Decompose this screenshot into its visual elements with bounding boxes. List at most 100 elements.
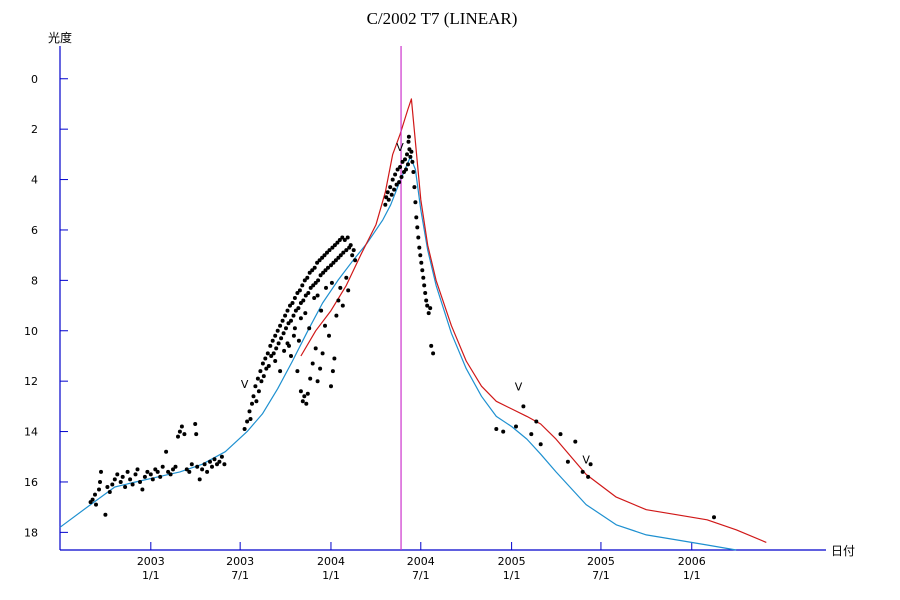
observation-point <box>428 306 433 311</box>
y-tick-label: 6 <box>31 224 38 237</box>
observation-point <box>285 308 290 313</box>
observation-point <box>573 439 578 444</box>
observation-point <box>256 389 261 394</box>
observation-point <box>417 245 422 250</box>
observation-point <box>312 265 317 270</box>
y-tick-label: 8 <box>31 274 38 287</box>
observation-point <box>336 255 341 260</box>
observation-point <box>286 321 291 326</box>
observation-point <box>311 283 316 288</box>
observation-point <box>301 298 306 303</box>
x-axis-label: 日付 <box>831 544 855 558</box>
observation-point <box>142 474 147 479</box>
observation-point <box>300 399 305 404</box>
y-axis-label: 光度 <box>48 30 72 45</box>
observation-point <box>289 354 293 358</box>
observation-point <box>103 512 108 517</box>
observation-point <box>340 235 345 240</box>
observation-point <box>295 369 300 374</box>
x-tick-label-year: 2006 <box>678 555 706 568</box>
observation-point <box>344 248 349 253</box>
observation-point <box>260 361 265 366</box>
observation-point <box>242 427 247 431</box>
observation-point <box>93 492 97 497</box>
observation-point <box>263 356 268 361</box>
observation-point <box>324 285 328 290</box>
observation-point <box>305 391 310 396</box>
observation-point <box>281 331 286 336</box>
visual-obs-annotation: V <box>582 453 590 466</box>
observation-point <box>282 348 287 353</box>
observation-point <box>287 343 291 348</box>
observation-point <box>320 351 325 356</box>
observation-point <box>340 303 345 308</box>
observation-point <box>393 172 398 177</box>
observation-point <box>341 250 346 255</box>
observation-point <box>202 462 207 467</box>
observation-point <box>268 343 273 348</box>
observation-point <box>105 485 110 489</box>
observation-point <box>422 283 427 288</box>
observation-point <box>145 469 150 474</box>
observation-point <box>331 260 336 265</box>
observation-point <box>330 369 335 374</box>
annotations-group: V V V V <box>241 141 591 466</box>
observation-point <box>200 467 205 472</box>
observation-point <box>308 376 313 381</box>
observation-point <box>529 432 534 437</box>
observation-point <box>353 258 358 263</box>
observation-point <box>278 369 283 374</box>
observation-point <box>426 311 431 316</box>
observation-point <box>274 346 279 351</box>
observation-point <box>386 197 391 202</box>
observation-point <box>501 429 506 434</box>
x-tick-label-date: 7/1 <box>412 569 430 582</box>
observation-point <box>296 338 301 343</box>
observation-point <box>210 464 214 469</box>
observation-point <box>97 487 101 492</box>
observation-point <box>112 477 117 482</box>
observation-point <box>247 409 252 414</box>
observation-point <box>110 482 115 487</box>
observation-point <box>348 243 353 248</box>
observation-point <box>404 167 408 172</box>
x-tick-label-year: 2004 <box>407 555 435 568</box>
observation-point <box>350 253 355 258</box>
observation-point <box>212 457 217 462</box>
observation-point <box>279 336 284 341</box>
observation-point <box>558 432 563 437</box>
observation-point <box>264 366 269 371</box>
observation-point <box>424 298 429 303</box>
observation-point <box>288 303 292 308</box>
y-tick-label: 16 <box>24 476 38 489</box>
observation-point <box>420 268 425 273</box>
x-tick-label-year: 2003 <box>226 555 254 568</box>
observation-point <box>345 235 350 240</box>
model-curve-2 <box>300 98 767 543</box>
observation-point <box>160 464 165 469</box>
observation-point <box>423 291 428 295</box>
observation-point <box>406 139 411 144</box>
observation-point <box>351 248 356 253</box>
observation-point <box>197 477 202 482</box>
observation-point <box>414 215 419 220</box>
y-tick-label: 0 <box>31 73 38 86</box>
observation-point <box>320 255 325 260</box>
observation-point <box>303 293 308 298</box>
observation-point <box>384 195 389 200</box>
visual-obs-annotation: V <box>515 380 523 393</box>
observation-point <box>265 351 270 356</box>
observation-point <box>406 134 411 139</box>
x-tick-label-date: 1/1 <box>142 569 160 582</box>
observation-point <box>217 459 222 464</box>
observation-point <box>304 401 309 406</box>
observation-point <box>316 278 321 283</box>
observation-point <box>318 273 323 278</box>
observation-point <box>130 482 135 487</box>
observation-point <box>403 157 407 162</box>
observation-point <box>135 467 140 472</box>
observation-point <box>307 326 312 331</box>
observation-point <box>150 477 155 482</box>
observation-point <box>586 474 591 479</box>
